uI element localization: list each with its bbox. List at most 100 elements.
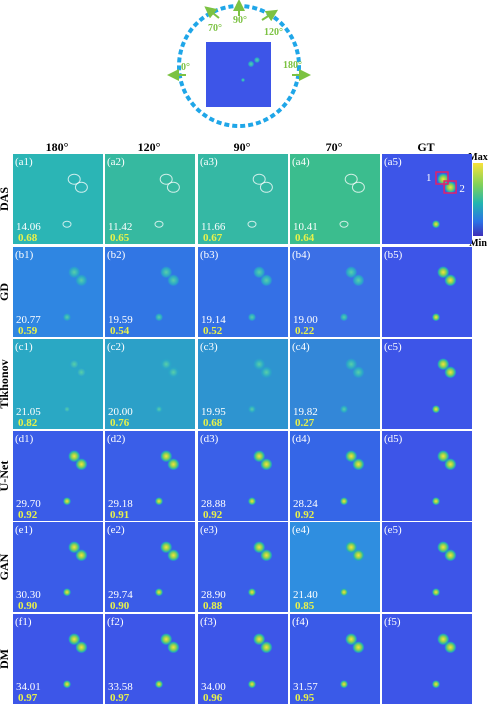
artifact-ring bbox=[339, 220, 349, 228]
image-panel: (e5) bbox=[382, 522, 472, 612]
image-panel: (b1) 20.770.59 bbox=[13, 247, 103, 337]
target-spot bbox=[352, 366, 365, 379]
target-spot bbox=[437, 173, 450, 186]
gt-marker-label-2: 2 bbox=[459, 183, 465, 195]
colorbar: Max Min bbox=[468, 152, 487, 249]
target-spot bbox=[432, 220, 440, 229]
psnr-value: 28.88 bbox=[201, 498, 226, 510]
ssim-value: 0.68 bbox=[203, 417, 223, 429]
ssim-value: 0.59 bbox=[18, 325, 38, 337]
psnr-value: 29.74 bbox=[108, 589, 133, 601]
psnr-value: 29.18 bbox=[108, 498, 133, 510]
panel-label: (d1) bbox=[15, 433, 34, 445]
psnr-value: 11.42 bbox=[108, 221, 132, 233]
image-panel: (f2) 33.580.97 bbox=[105, 614, 195, 704]
target-spot bbox=[248, 680, 256, 689]
panel-label: (a3) bbox=[200, 156, 218, 168]
target-spot bbox=[248, 405, 256, 414]
target-spot bbox=[68, 358, 81, 371]
psnr-value: 20.00 bbox=[108, 406, 133, 418]
panel-background bbox=[382, 614, 472, 704]
panel-label: (c2) bbox=[107, 341, 125, 353]
target-spot bbox=[260, 641, 273, 654]
panel-label: (d5) bbox=[384, 433, 403, 445]
angle-label-70: 70° bbox=[208, 23, 222, 34]
angle-label-90: 90° bbox=[233, 15, 247, 26]
artifact-ring bbox=[159, 173, 173, 185]
ssim-value: 0.97 bbox=[110, 692, 130, 704]
panel-background bbox=[105, 247, 195, 337]
column-header: 90° bbox=[234, 140, 251, 154]
artifact-ring bbox=[67, 173, 81, 185]
image-panel: (c1) 21.050.82 bbox=[13, 339, 103, 429]
target-spot bbox=[432, 588, 440, 597]
image-panel: (e4) 21.400.85 bbox=[290, 522, 380, 612]
row-label: DM bbox=[0, 649, 11, 669]
panel-background bbox=[105, 154, 195, 244]
panel-label: (a4) bbox=[292, 156, 310, 168]
ssim-value: 0.52 bbox=[203, 325, 223, 337]
panel-grid: DAS(a1)14.060.68(a2)11.420.65(a3)11.660.… bbox=[0, 154, 472, 704]
image-panel: 1 2 (a5) bbox=[382, 154, 472, 244]
acquisition-diagram: 0° 70° 90° 120° 180° bbox=[167, 0, 311, 128]
image-panel: (c4) 19.820.27 bbox=[290, 339, 380, 429]
panel-label: (c1) bbox=[15, 341, 33, 353]
panel-label: (e4) bbox=[292, 524, 310, 536]
artifact-ring bbox=[74, 181, 88, 193]
panel-label: (f4) bbox=[292, 616, 309, 628]
artifact-ring bbox=[247, 220, 257, 228]
target-spot bbox=[437, 450, 450, 463]
panel-label: (a2) bbox=[107, 156, 125, 168]
target-spot bbox=[352, 641, 365, 654]
panel-background bbox=[198, 247, 288, 337]
target-spot bbox=[253, 450, 266, 463]
target-spot bbox=[352, 549, 365, 562]
row-label: U-Net bbox=[0, 461, 11, 492]
panel-background bbox=[382, 339, 472, 429]
column-header: 70° bbox=[326, 140, 343, 154]
phantom-spot bbox=[241, 78, 245, 82]
ssim-value: 0.65 bbox=[110, 232, 130, 244]
target-spot bbox=[160, 358, 173, 371]
target-spot bbox=[75, 366, 88, 379]
panel-label: (f5) bbox=[384, 616, 401, 628]
gt-marker-label-1: 1 bbox=[426, 172, 432, 184]
colorbar-min-label: Min bbox=[469, 238, 487, 249]
panel-background bbox=[198, 614, 288, 704]
target-spot bbox=[167, 366, 180, 379]
column-header: 180° bbox=[46, 140, 69, 154]
image-panel: (f4) 31.570.95 bbox=[290, 614, 380, 704]
image-panel: (e3) 28.900.88 bbox=[198, 522, 288, 612]
artifact-ring bbox=[259, 181, 273, 193]
target-spot bbox=[160, 633, 173, 646]
angle-label-0: 0° bbox=[181, 62, 190, 73]
panel-background bbox=[382, 431, 472, 521]
target-spot bbox=[253, 541, 266, 554]
psnr-value: 20.77 bbox=[16, 314, 41, 326]
panel-background bbox=[13, 431, 103, 521]
row-label: GD bbox=[0, 283, 11, 301]
panel-label: (e5) bbox=[384, 524, 402, 536]
target-spot bbox=[345, 358, 358, 371]
psnr-value: 19.59 bbox=[108, 314, 133, 326]
panel-label: (b5) bbox=[384, 249, 403, 261]
image-panel: (b2) 19.590.54 bbox=[105, 247, 195, 337]
panel-background bbox=[382, 154, 472, 244]
image-panel: (a2) 11.420.65 bbox=[105, 154, 195, 244]
psnr-value: 11.66 bbox=[201, 221, 226, 233]
target-spot bbox=[340, 405, 348, 414]
psnr-value: 33.58 bbox=[108, 681, 133, 693]
target-spot bbox=[248, 313, 256, 322]
target-spot bbox=[340, 680, 348, 689]
image-panel: (b3) 19.140.52 bbox=[198, 247, 288, 337]
target-spot bbox=[63, 497, 71, 506]
target-spot bbox=[155, 497, 163, 506]
row-label: DAS bbox=[0, 187, 11, 211]
target-spot bbox=[75, 274, 88, 287]
column-header: 120° bbox=[138, 140, 161, 154]
target-spot bbox=[248, 588, 256, 597]
panel-background bbox=[290, 154, 380, 244]
panel-background bbox=[13, 339, 103, 429]
panel-background bbox=[105, 339, 195, 429]
